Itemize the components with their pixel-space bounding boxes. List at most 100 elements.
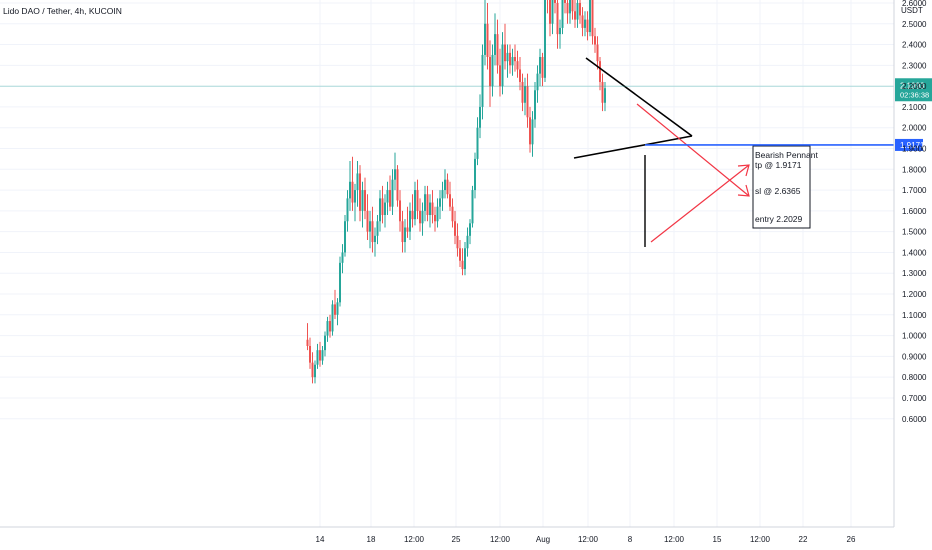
annotation-line-3: sl @ 2.6365 bbox=[755, 186, 801, 196]
x-tick-label: 26 bbox=[847, 535, 856, 544]
candle-body bbox=[569, 0, 571, 14]
candle-body bbox=[524, 86, 526, 103]
projection-line-1[interactable] bbox=[636, 103, 750, 197]
y-tick-label: 1.6000 bbox=[902, 207, 927, 216]
candle-body bbox=[349, 181, 351, 199]
candle-body bbox=[356, 173, 359, 191]
candle-body bbox=[594, 36, 596, 45]
x-tick-label: 12:00 bbox=[750, 535, 771, 544]
x-tick-label: 12:00 bbox=[664, 535, 685, 544]
candle-body bbox=[416, 190, 419, 211]
candle-body bbox=[431, 202, 434, 216]
candle-body bbox=[519, 69, 521, 82]
projection-arrowhead-2 bbox=[737, 164, 750, 177]
currency-label: USDT bbox=[901, 6, 923, 15]
candle-body bbox=[564, 0, 566, 3]
candle-body bbox=[419, 210, 421, 224]
annotation-box[interactable]: Bearish Pennant tp @ 1.9171 sl @ 2.6365 … bbox=[752, 145, 818, 229]
candle-body bbox=[366, 210, 369, 232]
annotation-line-2: tp @ 1.9171 bbox=[755, 160, 802, 170]
candle-body bbox=[479, 106, 481, 128]
candle-body bbox=[341, 252, 344, 263]
candle-body bbox=[541, 57, 544, 78]
candle-body bbox=[429, 202, 431, 216]
candle-body bbox=[406, 227, 409, 232]
candle-body bbox=[481, 54, 484, 107]
candle-body bbox=[589, 0, 591, 33]
candle-body bbox=[436, 206, 439, 222]
candle-body bbox=[476, 127, 479, 159]
candle-body bbox=[386, 190, 389, 203]
candle-body bbox=[446, 179, 449, 195]
candle-body bbox=[451, 206, 454, 222]
candle-body bbox=[489, 57, 491, 87]
candle-body bbox=[559, 27, 561, 35]
candle-body bbox=[494, 34, 496, 55]
candle-body bbox=[394, 169, 396, 180]
candle-body bbox=[516, 61, 519, 70]
candle-body bbox=[411, 210, 414, 220]
candle-body bbox=[556, 2, 559, 35]
candle-body bbox=[409, 210, 411, 232]
y-tick-label: 2.2000 bbox=[902, 82, 927, 91]
y-tick-label: 2.5000 bbox=[902, 20, 927, 29]
candle-body bbox=[571, 0, 574, 12]
price-axis[interactable]: 3.00002.90002.80002.70002.60002.50002.40… bbox=[893, 0, 927, 527]
y-tick-label: 2.3000 bbox=[902, 61, 927, 70]
candle-body bbox=[344, 221, 346, 253]
candle-body bbox=[439, 198, 441, 207]
candle-body bbox=[434, 215, 436, 222]
candle-body bbox=[441, 190, 444, 199]
candle-body bbox=[306, 339, 309, 346]
candle-body bbox=[371, 221, 374, 243]
y-tick-label: 1.8000 bbox=[902, 165, 927, 174]
target-level-label: 1.9171 bbox=[900, 141, 925, 150]
y-tick-label: 1.3000 bbox=[902, 269, 927, 278]
x-tick-label: 12:00 bbox=[578, 535, 599, 544]
candle-body bbox=[311, 362, 314, 378]
current-price-label: 2.1993 bbox=[900, 81, 925, 90]
chart-drawings bbox=[573, 57, 750, 247]
candle-body bbox=[504, 44, 506, 62]
candle-body bbox=[364, 190, 366, 211]
x-tick-label: 22 bbox=[799, 535, 808, 544]
y-tick-label: 2.4000 bbox=[902, 41, 927, 50]
projection-line-2[interactable] bbox=[650, 164, 750, 243]
candle-body bbox=[506, 52, 509, 62]
y-tick-label: 1.7000 bbox=[902, 186, 927, 195]
candle-body bbox=[591, 0, 594, 37]
projection-arrowhead-1 bbox=[737, 184, 750, 197]
pennant-upper-line[interactable] bbox=[585, 57, 693, 137]
candle-body bbox=[469, 223, 471, 236]
candle-body bbox=[426, 194, 429, 216]
candle-body bbox=[316, 350, 319, 365]
y-tick-label: 1.4000 bbox=[902, 248, 927, 257]
annotation-line-4: entry 2.2029 bbox=[755, 214, 803, 224]
time-axis[interactable]: 14 18 12:00 25 12:00 Aug 12:00 8 12:00 15 12:00 22 2… bbox=[0, 526, 894, 544]
pennant-lower-line[interactable] bbox=[573, 135, 693, 159]
x-tick-label: 12:00 bbox=[490, 535, 511, 544]
candle-body bbox=[379, 198, 381, 222]
candle-body bbox=[551, 0, 554, 24]
chart-title: Lido DAO / Tether, 4h, KUCOIN bbox=[3, 6, 122, 16]
candle-body bbox=[496, 34, 499, 66]
candle-body bbox=[486, 23, 489, 58]
candle-body bbox=[324, 335, 326, 351]
candle-body bbox=[354, 190, 356, 203]
candle-body bbox=[484, 23, 486, 55]
candle-body bbox=[369, 221, 371, 232]
candle-body bbox=[331, 304, 334, 332]
y-tick-label: 0.9000 bbox=[902, 352, 927, 361]
y-tick-label: 0.7000 bbox=[902, 394, 927, 403]
y-tick-label: 1.1000 bbox=[902, 311, 927, 320]
candle-body bbox=[384, 202, 386, 216]
candle-body bbox=[456, 235, 459, 249]
y-tick-label: 1.2000 bbox=[902, 290, 927, 299]
x-tick-label: 25 bbox=[452, 535, 461, 544]
candle-body bbox=[361, 190, 364, 211]
candle-body bbox=[314, 364, 316, 378]
candle-body bbox=[579, 2, 581, 16]
y-tick-label: 0.8000 bbox=[902, 373, 927, 382]
x-tick-label: 15 bbox=[713, 535, 722, 544]
